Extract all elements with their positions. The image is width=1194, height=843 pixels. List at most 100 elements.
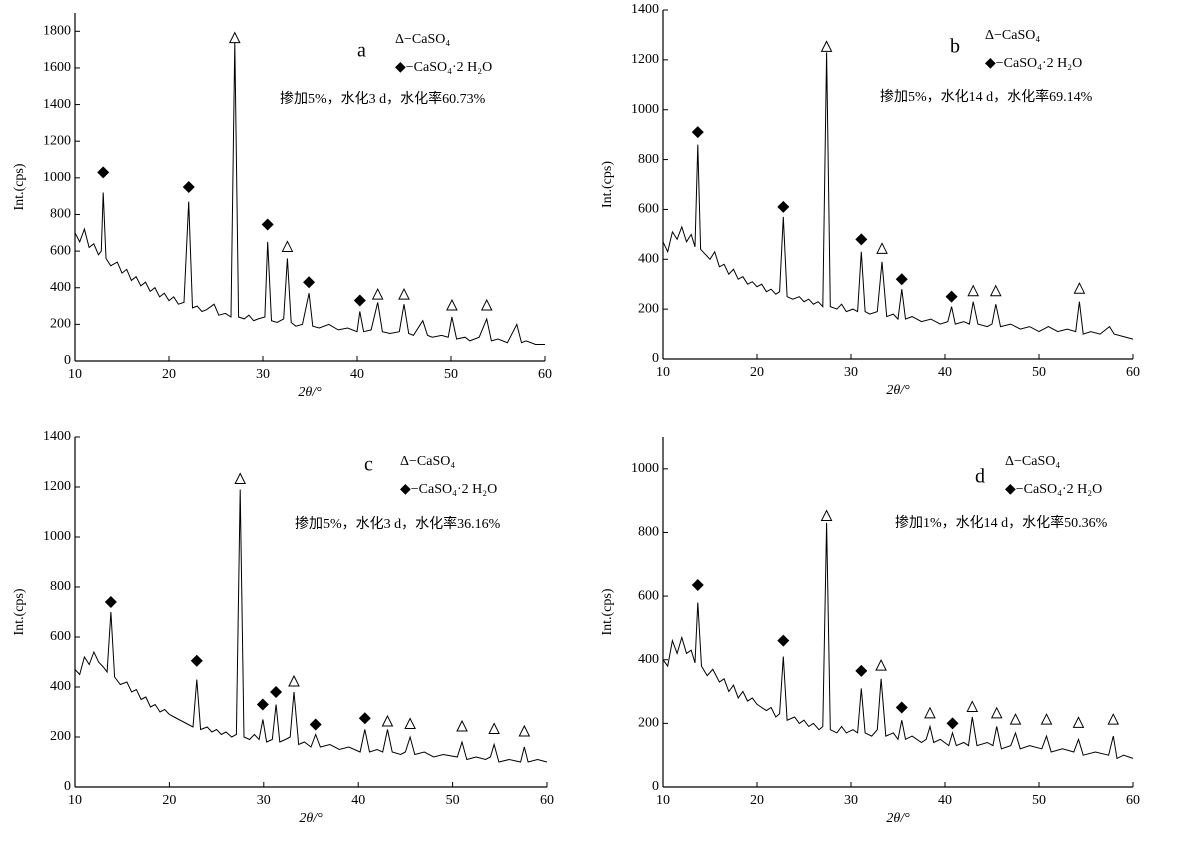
x-tick-label: 30 (256, 367, 270, 382)
xrd-line (662, 52, 1134, 340)
y-tick-label: 1000 (43, 529, 71, 544)
gypsum-marker (97, 166, 110, 179)
y-axis-label: Int.(cps) (600, 588, 615, 635)
x-tick-label: 60 (1126, 365, 1140, 380)
gypsum-marker (261, 218, 274, 231)
y-tick-label: 200 (50, 729, 71, 744)
gypsum-marker (190, 654, 203, 667)
y-tick-label: 400 (50, 679, 71, 694)
y-tick-label: 0 (64, 779, 71, 794)
legend-entry: Δ−CaSO₄ (400, 454, 455, 469)
caso4-marker (966, 700, 979, 712)
caso4-marker (288, 674, 300, 687)
gypsum-marker (691, 126, 704, 139)
gypsum-marker (104, 596, 117, 608)
caso4-marker (1073, 282, 1086, 294)
xrd-line (74, 42, 545, 345)
annotation: 掺加5%，水化14 d，水化率69.14% (880, 88, 1093, 105)
x-tick-label: 30 (844, 793, 858, 808)
y-tick-label: 400 (638, 652, 659, 667)
gypsum-marker (855, 664, 868, 677)
x-tick-label: 50 (1032, 365, 1046, 380)
x-tick-label: 30 (844, 365, 858, 380)
gypsum-marker (945, 290, 958, 303)
panel-label: d (975, 466, 985, 488)
xrd-line (662, 522, 1134, 760)
legend-entry: ◆−CaSO₄·2 H₂O (985, 56, 1082, 71)
caso4-marker (1009, 713, 1022, 725)
x-tick-label: 50 (446, 793, 460, 808)
y-tick-label: 0 (652, 779, 659, 794)
y-axis-label: Int.(cps) (12, 163, 27, 210)
gypsum-marker (270, 686, 283, 698)
y-tick-label: 600 (50, 243, 71, 258)
gypsum-marker (946, 717, 959, 730)
legend-entry: ◆−CaSO₄·2 H₂O (395, 60, 492, 75)
x-tick-label: 30 (257, 793, 271, 808)
y-tick-label: 200 (50, 317, 71, 332)
caso4-marker (990, 706, 1003, 719)
caso4-marker (924, 706, 936, 719)
gypsum-marker (256, 698, 269, 711)
y-tick-label: 0 (652, 351, 659, 366)
caso4-marker (446, 298, 458, 311)
y-tick-label: 1200 (43, 133, 71, 148)
x-tick-label: 20 (750, 793, 764, 808)
gypsum-marker (358, 712, 371, 725)
caso4-marker (876, 242, 888, 254)
caso4-marker (518, 724, 531, 737)
y-tick-label: 600 (638, 202, 659, 217)
gypsum-marker (309, 718, 322, 731)
caso4-marker (875, 658, 887, 671)
y-axis-label: Int.(cps) (600, 161, 615, 208)
x-tick-label: 10 (656, 365, 670, 380)
y-tick-label: 0 (64, 353, 71, 368)
panel-label: c (364, 454, 373, 476)
x-tick-label: 40 (938, 365, 952, 380)
y-tick-label: 600 (50, 629, 71, 644)
caso4-marker (456, 719, 468, 732)
gypsum-marker (777, 200, 790, 213)
y-tick-label: 1000 (631, 102, 659, 117)
annotation: 掺加1%，水化14 d，水化率50.36% (895, 514, 1108, 531)
caso4-marker (381, 714, 394, 727)
gypsum-marker (895, 273, 908, 286)
x-axis-label: 2θ/° (886, 811, 910, 826)
y-tick-label: 600 (638, 588, 659, 603)
y-tick-label: 1400 (631, 2, 659, 17)
x-tick-label: 10 (68, 367, 82, 382)
legend-entry: Δ−CaSO₄ (1005, 454, 1060, 469)
x-tick-label: 40 (938, 793, 952, 808)
x-tick-label: 20 (162, 367, 176, 382)
legend-entry: Δ−CaSO₄ (395, 32, 450, 47)
x-tick-label: 20 (162, 793, 176, 808)
x-axis-label: 2θ/° (299, 811, 323, 826)
caso4-marker (1107, 713, 1120, 725)
annotation: 掺加5%，水化3 d，水化率36.16% (295, 515, 501, 532)
caso4-marker (281, 240, 294, 252)
y-tick-label: 1000 (43, 170, 71, 185)
caso4-marker (234, 472, 247, 484)
y-tick-label: 1400 (43, 97, 71, 112)
y-tick-label: 1200 (43, 479, 71, 494)
x-axis-label: 2θ/° (298, 385, 322, 400)
caso4-marker (1040, 713, 1053, 725)
gypsum-marker (182, 181, 195, 193)
x-tick-label: 50 (444, 367, 458, 382)
y-tick-label: 800 (638, 152, 659, 167)
y-axis-label: Int.(cps) (12, 588, 27, 635)
x-axis-label: 2θ/° (886, 383, 910, 398)
caso4-marker (404, 717, 416, 729)
caso4-marker (480, 298, 493, 311)
y-tick-label: 1600 (43, 60, 71, 75)
caso4-marker (989, 284, 1002, 297)
y-tick-label: 200 (638, 301, 659, 316)
gypsum-marker (691, 578, 704, 591)
legend-entry: ◆−CaSO₄·2 H₂O (400, 482, 497, 497)
panel-label: a (357, 40, 366, 62)
y-tick-label: 800 (50, 579, 71, 594)
caso4-marker (398, 287, 410, 300)
legend-entry: Δ−CaSO₄ (985, 28, 1040, 43)
y-tick-label: 800 (50, 207, 71, 222)
